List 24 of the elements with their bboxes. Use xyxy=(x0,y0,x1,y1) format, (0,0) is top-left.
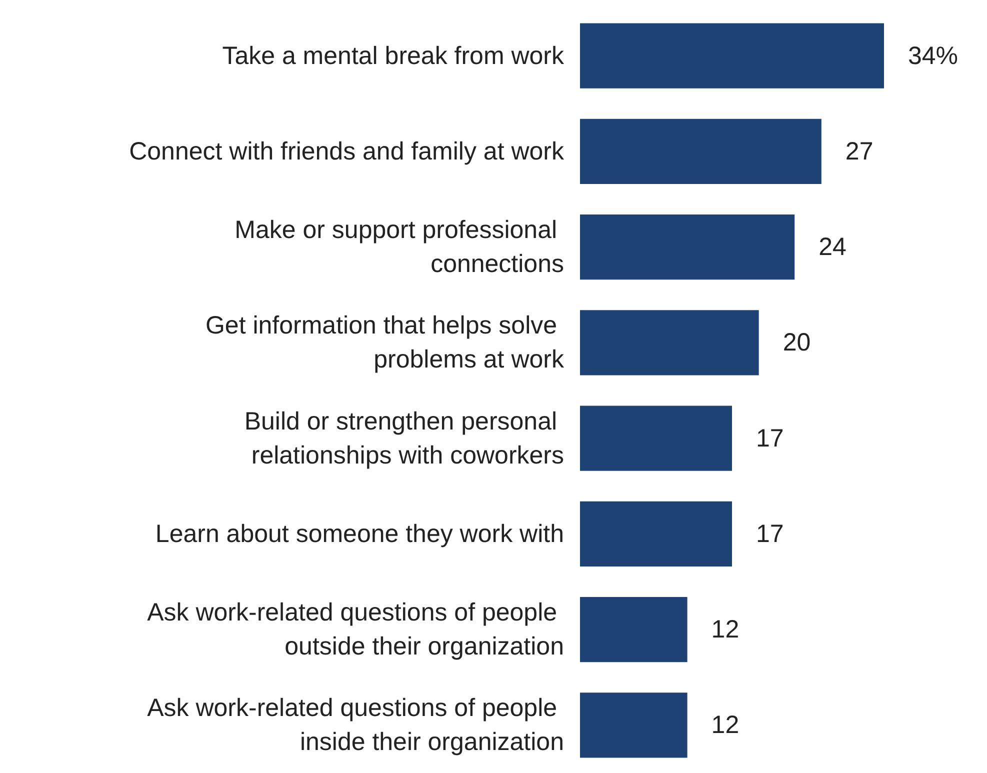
y-tick-label: Take a mental break from work xyxy=(222,42,564,70)
data-label: 17 xyxy=(756,520,784,548)
y-tick-label: Ask work-related questions of people outside their organization xyxy=(147,598,564,661)
data-label: 12 xyxy=(711,711,740,740)
bar xyxy=(580,214,795,280)
data-label: 27 xyxy=(845,137,874,166)
bar xyxy=(580,310,759,376)
data-label: 12 xyxy=(711,616,740,644)
data-label: 17 xyxy=(756,424,784,452)
bar xyxy=(580,406,732,471)
data-label: 34% xyxy=(908,42,958,70)
y-tick-label: Build or strengthen personal relationships with coworkers xyxy=(244,407,564,470)
bar xyxy=(580,501,732,566)
bar xyxy=(580,692,688,758)
y-tick-label: Learn about someone they work with xyxy=(155,520,564,548)
bar xyxy=(580,597,688,662)
y-tick-label: Connect with friends and family at work xyxy=(129,137,564,166)
y-tick-label: Get information that helps solve problems at work xyxy=(205,312,564,374)
data-label: 24 xyxy=(818,233,846,262)
bar xyxy=(580,23,884,88)
y-tick-label: Make or support professional connections xyxy=(234,216,564,278)
bar xyxy=(580,118,822,184)
data-label: 20 xyxy=(782,328,811,357)
y-tick-label: Ask work-related questions of people inside their organization xyxy=(147,694,564,756)
